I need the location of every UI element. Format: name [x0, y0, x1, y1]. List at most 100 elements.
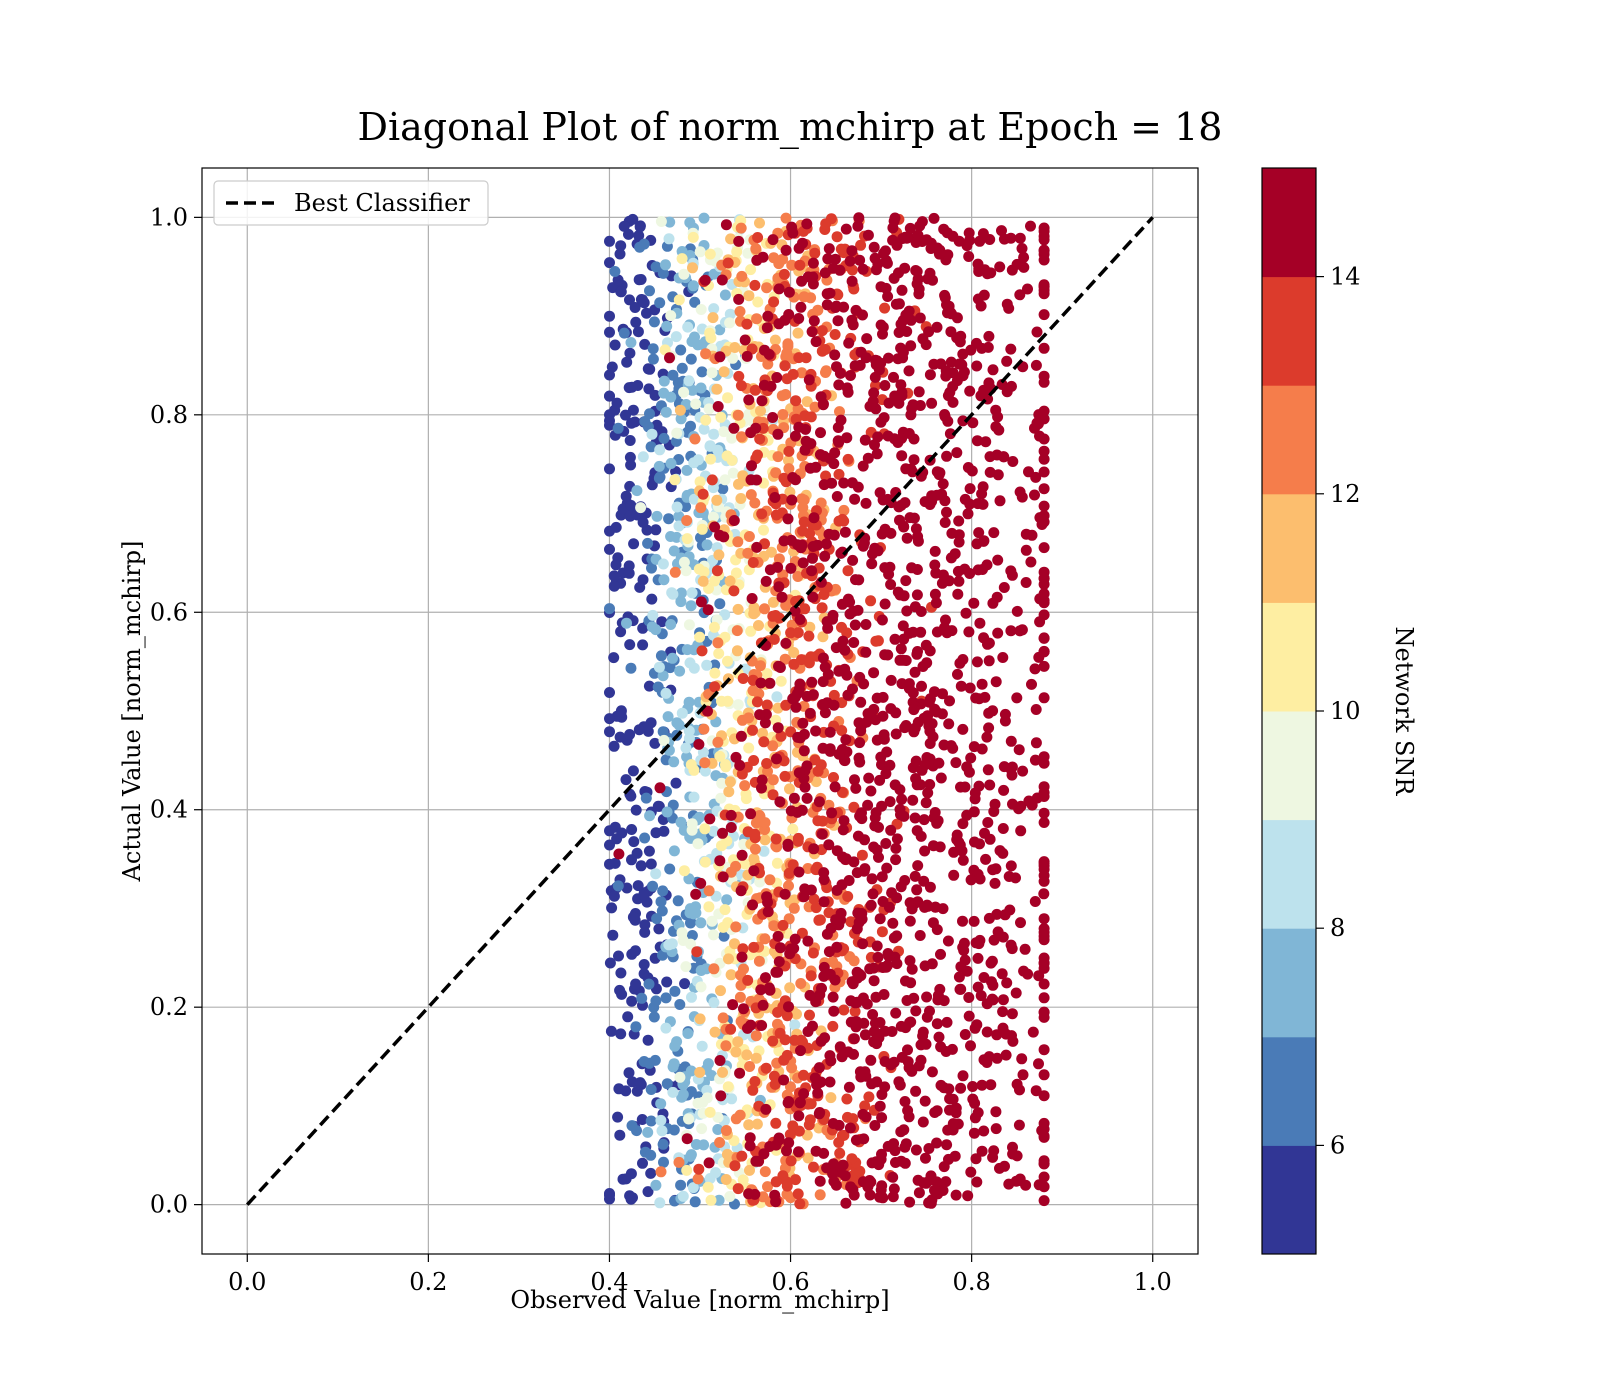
axes-frame — [201, 167, 1199, 1255]
scatter-point — [905, 314, 917, 326]
scatter-point — [981, 731, 993, 743]
scatter-point — [624, 294, 635, 306]
scatter-point — [827, 1020, 839, 1032]
scatter-point — [646, 562, 657, 574]
scatter-point — [837, 824, 849, 836]
scatter-point — [804, 462, 816, 474]
scatter-point — [606, 361, 618, 373]
scatter-point — [800, 352, 812, 364]
scatter-point — [828, 699, 840, 711]
scatter-point — [821, 928, 833, 940]
scatter-point — [894, 803, 906, 815]
scatter-point — [977, 498, 989, 510]
scatter-point — [744, 1061, 756, 1072]
scatter-point — [764, 564, 776, 576]
scatter-point — [749, 828, 761, 840]
x-tick-label: 0.2 — [409, 1268, 447, 1296]
scatter-point — [709, 667, 721, 679]
scatter-point — [790, 701, 802, 713]
scatter-point — [699, 823, 711, 835]
scatter-point — [625, 337, 637, 348]
scatter-point — [848, 637, 860, 648]
scatter-point — [755, 405, 766, 417]
scatter-point — [999, 1160, 1010, 1172]
scatter-point — [1038, 445, 1050, 457]
scatter-point — [695, 304, 707, 315]
colorbar-bin — [1262, 819, 1316, 929]
scatter-point — [909, 812, 921, 824]
scatter-point — [854, 810, 866, 822]
scatter-point — [880, 245, 891, 257]
scatter-point — [760, 575, 772, 587]
scatter-point — [714, 855, 726, 867]
scatter-point — [862, 452, 874, 464]
scatter-point — [957, 818, 969, 830]
scatter-point — [654, 297, 666, 309]
scatter-point — [665, 619, 677, 630]
scatter-point — [709, 1026, 721, 1038]
scatter-point — [973, 527, 985, 539]
scatter-point — [861, 333, 873, 345]
scatter-point — [865, 899, 877, 911]
scatter-point — [730, 1046, 742, 1058]
scatter-point — [927, 917, 939, 929]
scatter-point — [814, 449, 826, 461]
scatter-point — [924, 881, 936, 893]
scatter-point — [829, 974, 841, 986]
scatter-point — [669, 566, 681, 578]
scatter-point — [681, 1133, 693, 1145]
scatter-point — [705, 1194, 717, 1206]
scatter-point — [776, 591, 788, 603]
scatter-point — [779, 653, 791, 665]
scatter-point — [757, 999, 769, 1011]
scatter-point — [737, 943, 749, 955]
scatter-point — [787, 227, 799, 239]
scatter-point — [638, 297, 650, 309]
scatter-point — [820, 218, 832, 230]
scatter-point — [770, 1176, 782, 1188]
scatter-point — [854, 1066, 866, 1078]
scatter-point — [805, 411, 817, 423]
scatter-point — [888, 215, 900, 227]
scatter-point — [899, 1096, 911, 1107]
scatter-point — [906, 963, 918, 975]
scatter-point — [764, 874, 776, 886]
scatter-point — [654, 444, 666, 456]
scatter-point — [650, 261, 662, 273]
scatter-point — [702, 604, 714, 616]
scatter-point — [882, 291, 894, 302]
scatter-point — [1038, 913, 1050, 925]
scatter-point — [842, 689, 854, 701]
scatter-point — [722, 257, 734, 269]
scatter-point — [784, 948, 796, 960]
scatter-point — [1018, 251, 1030, 263]
scatter-point — [951, 447, 963, 459]
scatter-point — [854, 737, 866, 749]
scatter-point — [694, 1066, 706, 1078]
scatter-point — [895, 342, 907, 354]
scatter-point — [770, 467, 782, 479]
scatter-point — [929, 807, 941, 818]
scatter-point — [906, 903, 918, 915]
scatter-point — [772, 722, 784, 734]
scatter-point — [1038, 222, 1050, 234]
scatter-point — [732, 536, 744, 548]
scatter-point — [849, 997, 861, 1009]
scatter-point — [774, 942, 786, 954]
scatter-point — [852, 220, 864, 232]
scatter-point — [921, 991, 933, 1003]
scatter-point — [998, 761, 1010, 773]
scatter-point — [816, 602, 828, 614]
scatter-point — [836, 744, 848, 755]
scatter-point — [692, 838, 704, 850]
scatter-point — [612, 880, 624, 892]
scatter-point — [992, 411, 1004, 423]
scatter-point — [614, 248, 626, 260]
scatter-point — [756, 395, 768, 407]
scatter-point — [812, 815, 824, 827]
scatter-point — [867, 395, 879, 407]
scatter-point — [658, 432, 670, 444]
scatter-point — [802, 1026, 814, 1037]
scatter-point — [987, 705, 999, 717]
scatter-point — [747, 1084, 759, 1096]
